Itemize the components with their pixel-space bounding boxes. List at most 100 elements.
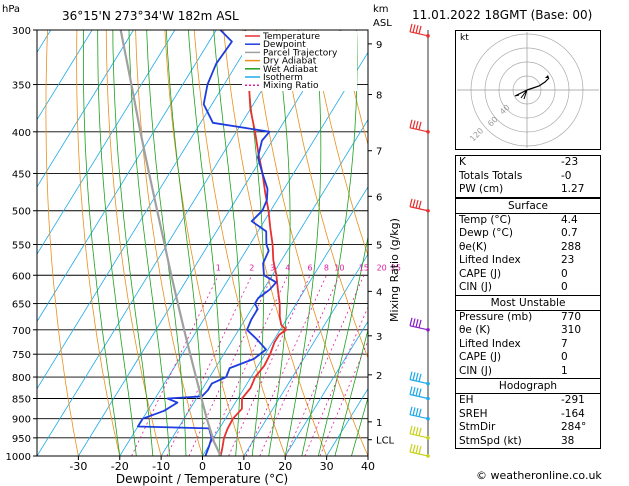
mu-label: Pressure (mb) bbox=[459, 310, 533, 323]
wet-adiabat-line bbox=[334, 328, 368, 456]
hodo-value: -164 bbox=[561, 407, 585, 420]
parcel-trajectory-curve bbox=[119, 30, 222, 456]
wind-barb-flag bbox=[412, 387, 416, 396]
index-value: 1.27 bbox=[561, 183, 585, 195]
hodo-row: EH -291 bbox=[456, 394, 600, 408]
dry-adiabat-line bbox=[600, 18, 629, 456]
temperature-tick-label: 30 bbox=[320, 460, 334, 473]
mixing-ratio-title: Mixing Ratio (g/kg) bbox=[388, 218, 401, 322]
wind-barb-dot bbox=[426, 208, 430, 213]
temperature-tick-label: -30 bbox=[69, 460, 87, 473]
isotherm-line bbox=[37, 30, 176, 255]
hodograph-box: Hodograph EH -291 SREH -164 StmDir 284° Stm… bbox=[455, 379, 601, 449]
pressure-tick-label: 450 bbox=[12, 169, 31, 180]
legend-background bbox=[242, 31, 357, 91]
hodograph: kt 40 60 120 bbox=[455, 30, 601, 150]
mixing-ratio-line bbox=[166, 275, 253, 456]
wind-barb-flag bbox=[418, 388, 422, 397]
dry-adiabat-line bbox=[193, 30, 286, 456]
km-tick-label: 2 bbox=[376, 371, 382, 382]
wind-barb-dot bbox=[426, 416, 430, 421]
mixing-ratio-tick-label: 4 bbox=[285, 263, 290, 272]
mixing-ratio-line bbox=[319, 339, 368, 456]
wind-barb-flag bbox=[415, 427, 419, 436]
pressure-tick-label: 1000 bbox=[6, 452, 31, 463]
surface-value: 0 bbox=[561, 281, 568, 293]
wind-barb-dot bbox=[426, 327, 430, 332]
mu-row: Pressure (mb) 770 bbox=[456, 311, 600, 325]
temperature-curve bbox=[219, 30, 288, 456]
wind-barb-flag bbox=[412, 199, 416, 208]
mixing-ratio-tick-label: 2 bbox=[249, 263, 254, 272]
wind-barb-dot bbox=[426, 34, 430, 38]
datetime-label: 11.01.2022 18GMT (Base: 00) bbox=[412, 8, 592, 22]
x-axis-title: Dewpoint / Temperature (°C) bbox=[116, 472, 288, 486]
wind-barb bbox=[409, 23, 430, 38]
mixing-ratio-tick-label: 25 bbox=[391, 263, 401, 272]
wind-barb bbox=[409, 443, 430, 458]
hodo-row: StmDir 284° bbox=[456, 421, 600, 435]
mu-row: CAPE (J) 0 bbox=[456, 351, 600, 365]
pressure-tick-label: 600 bbox=[12, 271, 31, 282]
surface-row: Lifted Index 23 bbox=[456, 254, 600, 268]
km-tick-label: 5 bbox=[376, 240, 382, 251]
wind-barb-flag bbox=[418, 445, 422, 455]
storm-motion-marks bbox=[514, 89, 528, 100]
surface-box: Surface Temp (°C) 4.4 Dewp (°C) 0.7 θe(K) 2… bbox=[455, 197, 601, 296]
index-pw-row: PW (cm) 1.27 bbox=[456, 183, 600, 197]
dry-adiabat-line bbox=[76, 30, 121, 456]
index-tt-row: Totals Totals -0 bbox=[456, 170, 600, 184]
wind-barb-flag bbox=[409, 23, 413, 32]
wet-adiabat-line bbox=[268, 30, 291, 456]
pressure-tick-label: 300 bbox=[12, 26, 31, 37]
wind-barb-flag bbox=[409, 371, 413, 380]
hpa-unit-label: hPa bbox=[2, 4, 20, 15]
surface-label: θe(K) bbox=[459, 240, 487, 253]
legend-label: Parcel Trajectory bbox=[263, 48, 338, 58]
index-value: -23 bbox=[561, 156, 579, 168]
surface-row: Temp (°C) 4.4 bbox=[456, 214, 600, 228]
most-unstable-box: Most Unstable Pressure (mb) 770 θe (K) 310… bbox=[455, 295, 601, 379]
mu-label: θe (K) bbox=[459, 324, 491, 336]
pressure-tick-label: 500 bbox=[12, 207, 31, 218]
pressure-tick-label: 700 bbox=[12, 326, 31, 337]
surface-label: Temp (°C) bbox=[459, 213, 512, 226]
wet-adiabat-line bbox=[165, 30, 204, 456]
wind-barb-flag bbox=[409, 119, 413, 128]
wind-barb bbox=[409, 425, 430, 440]
wind-barb-dot bbox=[426, 396, 430, 401]
wind-barb-flag bbox=[415, 121, 419, 130]
wet-adiabat-line bbox=[188, 30, 222, 456]
mu-value: 770 bbox=[561, 310, 582, 323]
mu-value: 0 bbox=[561, 351, 568, 363]
index-label: Totals Totals bbox=[459, 169, 523, 182]
isotherm-line bbox=[37, 30, 258, 390]
surface-value: 0.7 bbox=[561, 227, 578, 239]
most-unstable-title: Most Unstable bbox=[456, 296, 600, 311]
temperature-tick-label: -10 bbox=[152, 460, 170, 473]
mu-label: CAPE (J) bbox=[459, 351, 502, 363]
index-k-row: K -23 bbox=[456, 156, 600, 170]
mixing-ratio-tick-label: 1 bbox=[216, 263, 221, 272]
km-tick-label: 9 bbox=[376, 40, 382, 51]
wind-profile bbox=[409, 23, 430, 458]
wet-adiabat-line bbox=[301, 30, 358, 456]
km-tick-label: 8 bbox=[376, 91, 382, 102]
wet-adiabat-line bbox=[351, 395, 368, 456]
hodo-row: SREH -164 bbox=[456, 408, 600, 422]
hodo-label: EH bbox=[459, 394, 474, 406]
km-unit-label: km bbox=[373, 4, 389, 15]
km-tick-label: 1 bbox=[376, 418, 382, 429]
hodo-value: -291 bbox=[561, 394, 585, 406]
pressure-tick-label: 350 bbox=[12, 81, 31, 92]
wind-barb-flag bbox=[409, 386, 413, 395]
surface-row: Dewp (°C) 0.7 bbox=[456, 227, 600, 241]
surface-row: θe(K) 288 bbox=[456, 241, 600, 255]
dry-adiabat-line bbox=[340, 30, 368, 147]
wind-barb-flag bbox=[418, 121, 422, 131]
hodograph-trace bbox=[526, 77, 550, 91]
surface-label: Lifted Index bbox=[459, 254, 521, 266]
wind-barb-flag bbox=[409, 317, 413, 326]
wet-adiabat-line bbox=[213, 30, 242, 456]
legend-label: Dewpoint bbox=[263, 40, 306, 50]
